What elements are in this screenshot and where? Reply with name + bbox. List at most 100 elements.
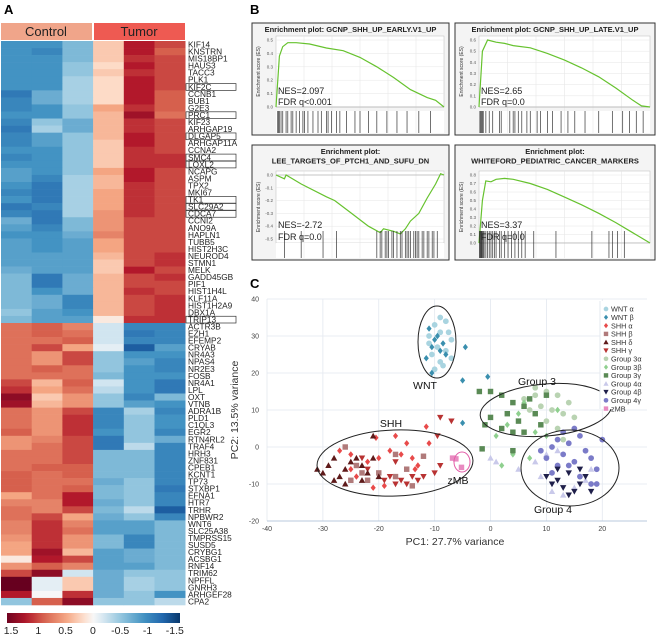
enrichment-title: Enrichment plot:: [525, 147, 585, 156]
heatmap-cell: [154, 323, 186, 331]
heatmap-cell: [154, 555, 186, 563]
heatmap-cell: [1, 83, 32, 91]
heatmap-cell: [93, 259, 125, 267]
pca-point: [347, 458, 355, 465]
pca-point: [342, 466, 349, 472]
pca-point: [554, 425, 561, 432]
pca-point: [510, 399, 516, 406]
gene-label: CDCA7: [188, 209, 217, 219]
heatmap-cell: [93, 576, 125, 585]
heatmap-cell: [31, 386, 63, 394]
pca-point: [404, 440, 410, 447]
pca-point: [337, 447, 343, 454]
legend-label: SHH β: [611, 330, 633, 339]
heatmap-cell: [31, 315, 63, 324]
heatmap-cell: [154, 456, 186, 465]
gene-label: ASPM: [188, 173, 212, 183]
heatmap-cell: [31, 323, 63, 331]
pca-point: [555, 406, 561, 414]
heatmap-cell: [154, 541, 186, 549]
enrichment-title: WHITEFORD_PEDIATRIC_CANCER_MARKERS: [471, 157, 639, 166]
heatmap-cell: [31, 160, 63, 169]
legend-label: Group 3γ: [611, 371, 641, 380]
heatmap-cell: [93, 146, 125, 155]
legend-label: Group 3α: [611, 355, 642, 364]
heatmap-cell: [1, 160, 32, 169]
heatmap-cell: [1, 435, 32, 444]
heatmap-cell: [1, 414, 32, 422]
heatmap-cell: [93, 520, 125, 528]
heatmap-cell: [1, 323, 32, 331]
pca-point: [510, 429, 516, 435]
heatmap-cell: [62, 160, 94, 169]
heatmap-cell: [154, 153, 186, 162]
legend-label: Group 4α: [611, 379, 642, 388]
pca-point: [353, 454, 360, 461]
gene-label: FOSB: [188, 371, 211, 381]
gene-label: HIST1H2A9: [188, 300, 233, 310]
pca-point: [559, 491, 567, 498]
heatmap-cell: [31, 189, 63, 197]
gene-label: SLC29A2: [188, 202, 224, 212]
heatmap-cell: [31, 449, 63, 458]
pca-xtick: -30: [318, 526, 328, 533]
heatmap-cell: [123, 62, 155, 70]
pca-point: [485, 373, 491, 380]
pca-ytick: 30: [251, 334, 259, 341]
heatmap-cell: [1, 548, 32, 556]
heatmap-cell: [62, 435, 94, 444]
control-header: [1, 23, 92, 40]
colorbar: 1.5 1 0.5 0 -0.5 -1 -1.5: [4, 613, 184, 636]
heatmap-cell: [154, 576, 186, 585]
heatmap-cell: [31, 520, 63, 528]
heatmap-cell: [93, 464, 125, 472]
legend-item: zMB: [603, 404, 626, 413]
heatmap-cell: [62, 231, 94, 239]
heatmap-cell: [154, 590, 186, 599]
heatmap-cell: [93, 513, 125, 521]
heatmap-cell: [1, 456, 32, 465]
gene-label: G2E3: [188, 103, 210, 113]
pca-point: [423, 423, 429, 430]
pca-point: [582, 474, 589, 480]
heatmap-cell: [93, 48, 125, 56]
heatmap-cell: [154, 449, 186, 458]
pca-point: [434, 332, 441, 340]
pca-series: [487, 447, 595, 498]
heatmap-cell: [1, 513, 32, 521]
es-ytick: 0.2: [470, 82, 477, 87]
enrichment-plot: Enrichment plot:WHITEFORD_PEDIATRIC_CANC…: [454, 144, 656, 261]
heatmap-cell: [93, 379, 125, 387]
gene-label: TACC3: [188, 68, 215, 78]
heatmap-cell: [31, 442, 63, 451]
heatmap-cell: [154, 597, 186, 606]
heatmap-cell: [1, 97, 32, 105]
heatmap-cell: [123, 132, 155, 140]
heatmap-cell: [123, 548, 155, 556]
pca-point: [532, 384, 539, 391]
heatmap-cell: [62, 48, 94, 56]
heatmap-cell: [31, 414, 63, 422]
es-curve: [478, 39, 651, 108]
heatmap-cell: [154, 330, 186, 338]
pca-point: [554, 436, 561, 443]
pca-point: [448, 418, 455, 425]
gene-label: KIF23: [188, 117, 211, 127]
heatmap-cell: [1, 428, 32, 437]
pca-point: [369, 454, 377, 461]
heatmap-cell: [123, 146, 155, 155]
heatmap-cell: [93, 111, 125, 119]
heatmap-cell: [93, 337, 125, 345]
gene-label: ARHGEF28: [188, 589, 232, 599]
heatmap-cell: [31, 478, 63, 486]
pca-point: [549, 407, 555, 413]
legend-label: SHH γ: [611, 346, 632, 355]
heatmap-cell: [93, 541, 125, 549]
heatmap-cell: [31, 428, 63, 437]
heatmap-cell: [123, 541, 155, 549]
gene-label: TRIM62: [188, 568, 218, 578]
pca-point: [381, 477, 388, 484]
heatmap-cell: [31, 513, 63, 521]
heatmap-cell: [123, 167, 155, 176]
heatmap-cell: [31, 372, 63, 380]
